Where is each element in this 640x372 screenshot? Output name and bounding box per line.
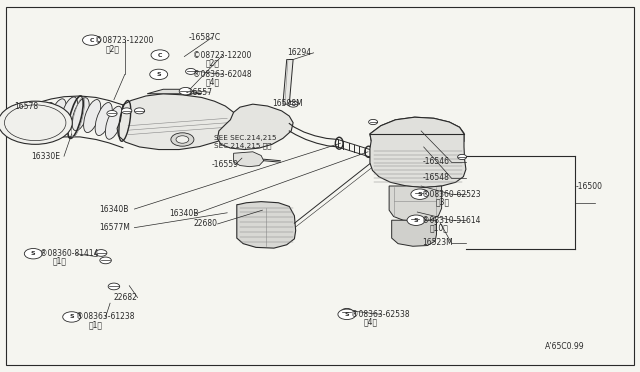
Text: A’65C0.99: A’65C0.99 <box>545 342 585 351</box>
Polygon shape <box>392 220 436 246</box>
Text: （2）: （2） <box>106 44 120 53</box>
Circle shape <box>369 119 378 125</box>
Text: -16587C: -16587C <box>189 33 221 42</box>
Text: 16578: 16578 <box>14 102 38 110</box>
Text: ®08363-62048: ®08363-62048 <box>193 70 252 79</box>
Ellipse shape <box>38 103 54 135</box>
Circle shape <box>4 105 66 141</box>
Text: 16523M: 16523M <box>422 238 453 247</box>
Polygon shape <box>370 117 464 153</box>
Ellipse shape <box>61 97 77 130</box>
Ellipse shape <box>84 100 100 132</box>
Text: 16340B: 16340B <box>99 205 129 214</box>
Text: Ｑ10３: Ｑ10３ <box>430 223 449 232</box>
Polygon shape <box>147 89 202 94</box>
Text: SEE SEC.214,215: SEE SEC.214,215 <box>214 135 277 141</box>
Text: -16559: -16559 <box>211 160 238 169</box>
Circle shape <box>176 136 189 143</box>
Text: S: S <box>31 251 36 256</box>
Circle shape <box>407 215 425 225</box>
Text: ®08360-81414: ®08360-81414 <box>40 249 98 258</box>
Ellipse shape <box>49 99 66 132</box>
Text: ©08723-12200: ©08723-12200 <box>95 36 153 45</box>
Circle shape <box>179 87 192 95</box>
Text: S: S <box>69 314 74 320</box>
Text: S: S <box>417 192 422 197</box>
Circle shape <box>414 190 424 196</box>
Circle shape <box>288 101 298 107</box>
Text: （1）: （1） <box>88 320 102 329</box>
Text: -16548: -16548 <box>422 173 449 182</box>
Polygon shape <box>400 125 451 140</box>
Circle shape <box>171 133 194 146</box>
Text: 16577M: 16577M <box>99 223 130 232</box>
Circle shape <box>458 154 467 160</box>
Circle shape <box>108 283 120 290</box>
Circle shape <box>83 35 100 45</box>
Circle shape <box>150 69 168 80</box>
Text: S: S <box>413 218 419 223</box>
Circle shape <box>122 108 132 114</box>
Text: S: S <box>344 312 349 317</box>
Ellipse shape <box>72 98 89 131</box>
Circle shape <box>411 189 429 199</box>
Text: （2）: （2） <box>206 58 220 67</box>
Polygon shape <box>117 94 238 150</box>
Text: （4）: （4） <box>206 77 220 86</box>
Text: 22680: 22680 <box>193 219 218 228</box>
Polygon shape <box>234 152 264 167</box>
Text: ®08363-62538: ®08363-62538 <box>351 310 410 319</box>
Text: -16546: -16546 <box>422 157 449 166</box>
Text: （3）: （3） <box>435 197 449 206</box>
Circle shape <box>338 309 356 320</box>
Circle shape <box>134 108 145 114</box>
Polygon shape <box>218 104 293 150</box>
Polygon shape <box>283 60 293 104</box>
Text: C: C <box>157 52 163 58</box>
Text: 16330E: 16330E <box>31 152 60 161</box>
Text: S: S <box>156 72 161 77</box>
Text: ®08310-51614: ®08310-51614 <box>422 216 481 225</box>
Text: （1）: （1） <box>52 257 67 266</box>
Text: -16557: -16557 <box>186 88 212 97</box>
Polygon shape <box>237 202 296 248</box>
Text: 16294: 16294 <box>287 48 311 57</box>
Ellipse shape <box>106 106 122 139</box>
Text: 16598M: 16598M <box>272 99 303 108</box>
Circle shape <box>341 308 353 315</box>
Text: ®08363-61238: ®08363-61238 <box>76 312 134 321</box>
Text: （4）: （4） <box>364 317 378 326</box>
Text: C: C <box>89 38 94 43</box>
Circle shape <box>186 68 196 74</box>
Text: ®08360-62523: ®08360-62523 <box>422 190 481 199</box>
Ellipse shape <box>95 103 112 135</box>
Text: ©08723-12200: ©08723-12200 <box>193 51 252 60</box>
Text: SEC.214,215 参照: SEC.214,215 参照 <box>214 142 272 149</box>
Text: 22682: 22682 <box>114 293 138 302</box>
Circle shape <box>63 312 81 322</box>
Circle shape <box>100 257 111 264</box>
Circle shape <box>151 50 169 60</box>
Circle shape <box>95 250 107 256</box>
Polygon shape <box>370 117 466 187</box>
Polygon shape <box>389 186 442 221</box>
Text: -16500: -16500 <box>576 182 603 190</box>
Text: 16340B: 16340B <box>170 209 199 218</box>
Circle shape <box>107 110 117 116</box>
Circle shape <box>24 248 42 259</box>
Circle shape <box>0 101 72 144</box>
Circle shape <box>410 216 420 222</box>
